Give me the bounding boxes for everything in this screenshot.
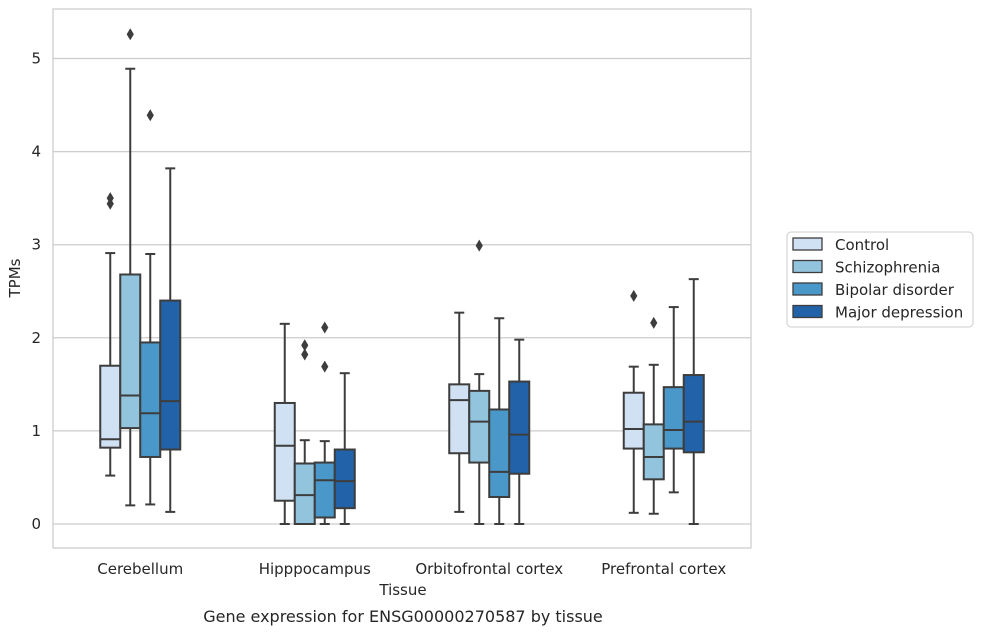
iqr-box xyxy=(468,389,491,464)
legend-label: Control xyxy=(835,236,889,254)
iqr-box xyxy=(488,408,511,499)
box xyxy=(662,306,685,494)
y-axis-label: TPMs xyxy=(6,258,24,298)
legend-label: Bipolar disorder xyxy=(835,281,955,299)
iqr-box xyxy=(139,341,162,458)
iqr-box xyxy=(662,386,685,450)
legend-swatch xyxy=(792,259,823,274)
iqr-box xyxy=(273,401,296,502)
outlier-point xyxy=(321,360,329,373)
box xyxy=(448,311,471,513)
y-tick-label: 3 xyxy=(31,236,41,254)
outlier-point xyxy=(301,339,309,352)
series-major-depression xyxy=(159,167,705,525)
legend-swatch xyxy=(792,304,823,319)
iqr-box xyxy=(622,391,645,450)
outlier-point xyxy=(126,28,134,41)
iqr-box xyxy=(313,461,336,519)
outlier-point xyxy=(146,109,154,122)
y-tick-labels: 0 1 2 3 4 5 xyxy=(31,50,41,534)
box xyxy=(508,338,531,525)
iqr-box xyxy=(119,273,142,430)
y-tick-label: 5 xyxy=(31,50,41,68)
x-tick-label: Prefrontal cortex xyxy=(601,560,726,578)
box xyxy=(682,278,705,525)
legend-frame xyxy=(786,231,974,328)
x-tick-label: Hipppocampus xyxy=(259,560,371,578)
x-tick-label: Orbitofrontal cortex xyxy=(415,560,563,578)
legend: Control Schizophrenia Bipolar disorder Majo… xyxy=(786,231,974,328)
box xyxy=(119,28,142,507)
outlier-point xyxy=(301,348,309,361)
x-tick-label: Cerebellum xyxy=(97,560,183,578)
box xyxy=(159,167,182,513)
iqr-box xyxy=(333,448,356,510)
x-axis-label: Tissue xyxy=(378,581,426,599)
legend-label: Major depression xyxy=(835,304,963,322)
box xyxy=(468,239,491,525)
box xyxy=(99,192,122,477)
iqr-box xyxy=(159,299,182,451)
box xyxy=(293,339,316,525)
iqr-box xyxy=(448,383,471,455)
iqr-box xyxy=(642,423,665,481)
box xyxy=(488,317,511,525)
box xyxy=(313,321,336,525)
legend-label: Schizophrenia xyxy=(835,259,940,277)
series-bipolar-disorder xyxy=(139,109,685,525)
y-tick-label: 2 xyxy=(31,329,41,347)
outlier-point xyxy=(650,316,658,329)
box xyxy=(273,322,296,525)
legend-swatch xyxy=(792,237,823,251)
outlier-point xyxy=(106,192,114,205)
outlier-point xyxy=(321,321,329,334)
box xyxy=(139,109,162,506)
iqr-box xyxy=(99,364,122,449)
series-schizophrenia xyxy=(119,28,665,525)
iqr-box xyxy=(293,462,316,525)
series-control xyxy=(99,192,645,525)
outlier-point xyxy=(630,289,638,302)
legend-swatch xyxy=(792,282,823,296)
chart-caption: Gene expression for ENSG00000270587 by t… xyxy=(203,607,603,626)
box xyxy=(333,372,356,525)
y-tick-label: 1 xyxy=(31,422,41,440)
plot-frame xyxy=(52,8,752,549)
iqr-box xyxy=(508,380,531,475)
iqr-box xyxy=(682,374,705,454)
y-tick-label: 4 xyxy=(31,143,41,161)
box xyxy=(622,289,645,514)
box-series xyxy=(99,28,705,525)
x-tick-labels: Cerebellum Hipppocampus Orbitofrontal cort… xyxy=(97,560,726,578)
box xyxy=(642,316,665,515)
y-tick-label: 0 xyxy=(31,515,41,533)
outlier-point xyxy=(475,239,483,252)
